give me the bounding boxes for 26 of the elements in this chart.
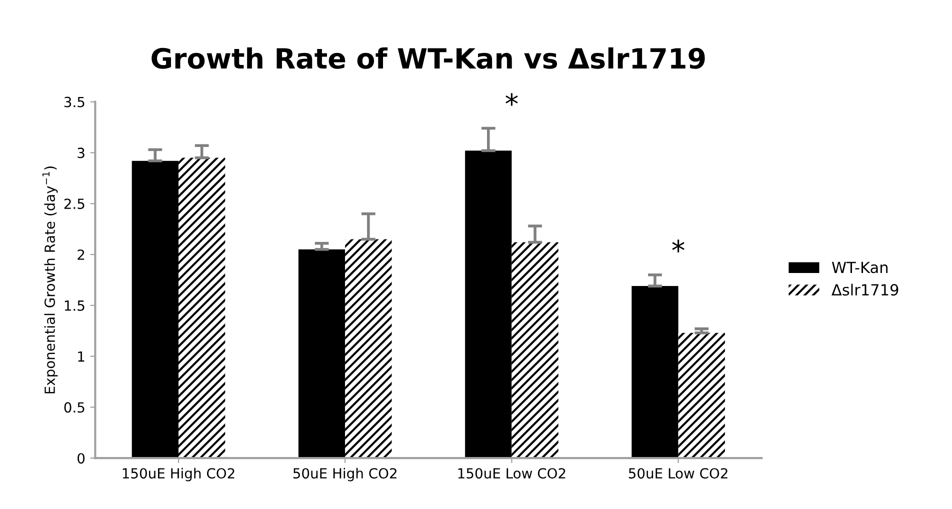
bar <box>132 160 178 458</box>
x-tick-label: 50uE Low CO2 <box>628 468 728 479</box>
y-tick-label: 0 <box>78 453 85 464</box>
bar <box>345 239 392 458</box>
y-tick-label: 2.5 <box>64 198 84 210</box>
bar <box>678 332 725 458</box>
bar <box>298 249 346 458</box>
y-tick-label: 0.5 <box>64 402 84 413</box>
legend-label: Δslr1719 <box>832 284 898 296</box>
annotation: * <box>506 93 518 106</box>
y-tick-label: 1 <box>78 351 84 362</box>
y-axis-title: Exponential Growth Rate (day$^{−1}$) <box>42 166 58 394</box>
y-tick-label: 1.5 <box>64 300 84 311</box>
y-tick-label: 3.5 <box>64 96 84 108</box>
annotation: * <box>672 240 684 252</box>
y-tick-label: 2 <box>78 249 84 260</box>
x-tick-label: 150uE High CO2 <box>122 468 234 482</box>
x-tick-label: 150uE Low CO2 <box>458 468 566 479</box>
bar <box>465 150 512 458</box>
bar <box>178 158 226 458</box>
y-tick-label: 3 <box>78 148 84 158</box>
x-tick-label: 50uE High CO2 <box>293 468 396 482</box>
chart-title: Growth Rate of WT-Kan vs Δslr1719 <box>152 47 705 69</box>
bar <box>512 242 558 458</box>
legend-label: WT-Kan <box>832 262 888 274</box>
bar <box>632 286 678 458</box>
